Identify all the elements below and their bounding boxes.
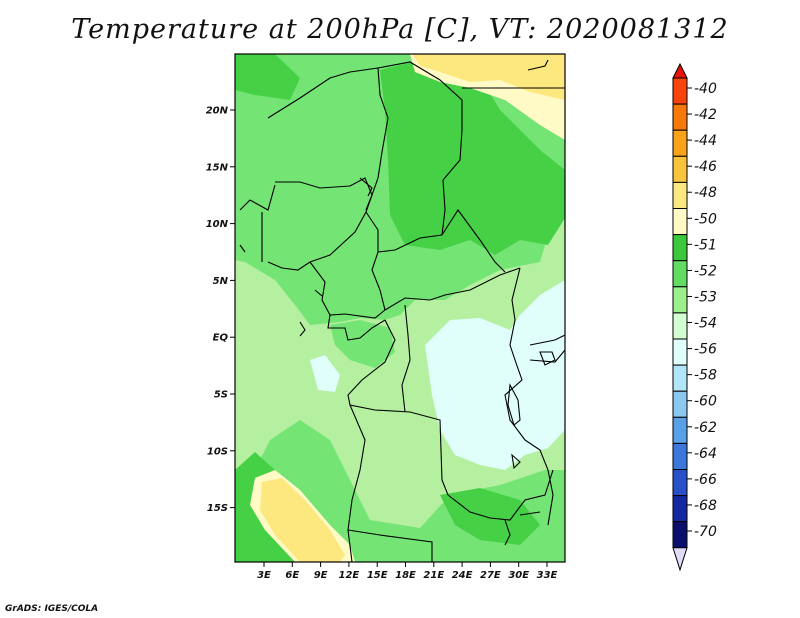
colorbar-swatch (672, 442, 688, 470)
lon-label: 6E (285, 570, 299, 581)
colorbar-swatch (672, 155, 688, 183)
border-line (447, 469, 554, 521)
colorbar-swatch (672, 338, 688, 366)
colorbar-swatch (672, 364, 688, 392)
border-line (527, 59, 549, 71)
lat-label: 5S (214, 390, 228, 401)
lon-label: 33E (537, 570, 558, 581)
colorbar: -40 -42 -44 -46 -48 -50 -51 -52 -53 -54 -56 -58 -60 -… (672, 62, 717, 572)
colorbar-label: -44 (694, 133, 717, 149)
field-band-54-56 (425, 280, 565, 470)
lon-label: 9E (314, 570, 328, 581)
colorbar-cap-top (672, 62, 688, 79)
field-band-51-52 (235, 54, 300, 100)
lat-label: 20N (206, 106, 229, 117)
colorbar-swatch (672, 77, 688, 105)
colorbar-swatch (672, 286, 688, 314)
colorbar-swatch (672, 234, 688, 262)
colorbar-cap-bottom (672, 547, 688, 572)
field-band-48-50 (260, 478, 345, 562)
colorbar-label: -40 (694, 81, 717, 97)
border-line (384, 267, 521, 311)
colorbar-label: -51 (694, 237, 717, 253)
lon-label: 3E (257, 570, 271, 581)
colorbar-label: -54 (694, 316, 717, 332)
lon-label: 21E (423, 570, 444, 581)
border-line (267, 67, 389, 211)
border-line (377, 61, 463, 236)
map-frame (234, 53, 566, 563)
lake-outline (511, 453, 521, 470)
map-title: Temperature at 200hPa [C], VT: 202008131… (71, 14, 729, 45)
border-line (504, 511, 541, 546)
border-line (359, 177, 373, 197)
border-line (441, 209, 506, 273)
colorbar-swatch (672, 129, 688, 157)
colorbar-swatch (672, 260, 688, 288)
field-band-51-52 (440, 488, 540, 545)
colorbar-label: -66 (694, 472, 717, 488)
colorbar-label: -70 (694, 524, 717, 540)
coast-fragment (239, 244, 323, 337)
border-line (401, 304, 411, 413)
colorbar-swatch (672, 416, 688, 444)
colorbar-label: -52 (694, 263, 717, 279)
colorbar-label: -48 (694, 185, 717, 201)
lat-label: 15N (206, 162, 229, 173)
border-line (347, 529, 433, 562)
colorbar-swatch (672, 312, 688, 340)
colorbar-label: -56 (694, 342, 717, 358)
colorbar-label: -68 (694, 498, 717, 514)
border-line (239, 184, 276, 262)
border-line (377, 234, 443, 253)
longitude-axis: 3E 6E 9E 12E 15E 18E 21E 24E 27E 30E 33E (257, 562, 558, 581)
colorbar-swatch (672, 495, 688, 523)
lon-label: 12E (339, 570, 360, 581)
border-line (524, 439, 554, 526)
grads-credit: GrADS: IGES/COLA (5, 604, 99, 614)
border-line (365, 211, 386, 311)
border-line (347, 404, 366, 562)
field-band-54-56 (310, 355, 340, 392)
colorbar-swatch (672, 181, 688, 209)
border-line (327, 314, 386, 341)
colorbar-label: -60 (694, 394, 717, 410)
colorbar-label: -53 (694, 289, 717, 305)
colorbar-swatch (672, 390, 688, 418)
colorbar-swatch (672, 208, 688, 236)
temperature-field (235, 54, 565, 562)
field-band-51-52 (380, 60, 565, 255)
lat-label: 10N (206, 219, 229, 230)
colorbar-swatch (672, 521, 688, 549)
colorbar-label: -64 (694, 446, 717, 462)
lon-label: 15E (367, 570, 388, 581)
lat-label: 15S (207, 503, 228, 514)
lon-label: 18E (395, 570, 416, 581)
lake-outline (539, 351, 556, 366)
lat-label: EQ (213, 333, 229, 344)
lon-label: 30E (508, 570, 529, 581)
colorbar-label: -62 (694, 420, 717, 436)
lake-outline (507, 383, 521, 426)
colorbar-label: -42 (694, 107, 717, 123)
latitude-axis: 20N 15N 10N 5N EQ 5S 10S 15S (206, 106, 235, 514)
lat-label: 5N (213, 276, 229, 287)
colorbar-label: -58 (694, 368, 717, 384)
border-line (529, 334, 565, 363)
lon-label: 24E (452, 570, 473, 581)
colorbar-label: -50 (694, 211, 717, 227)
colorbar-label: -46 (694, 159, 717, 175)
lat-label: 10S (207, 446, 228, 457)
colorbar-swatch (672, 103, 688, 131)
boundaries (239, 59, 565, 562)
lon-label: 27E (480, 570, 501, 581)
colorbar-swatch (672, 469, 688, 497)
border-line (504, 267, 526, 441)
